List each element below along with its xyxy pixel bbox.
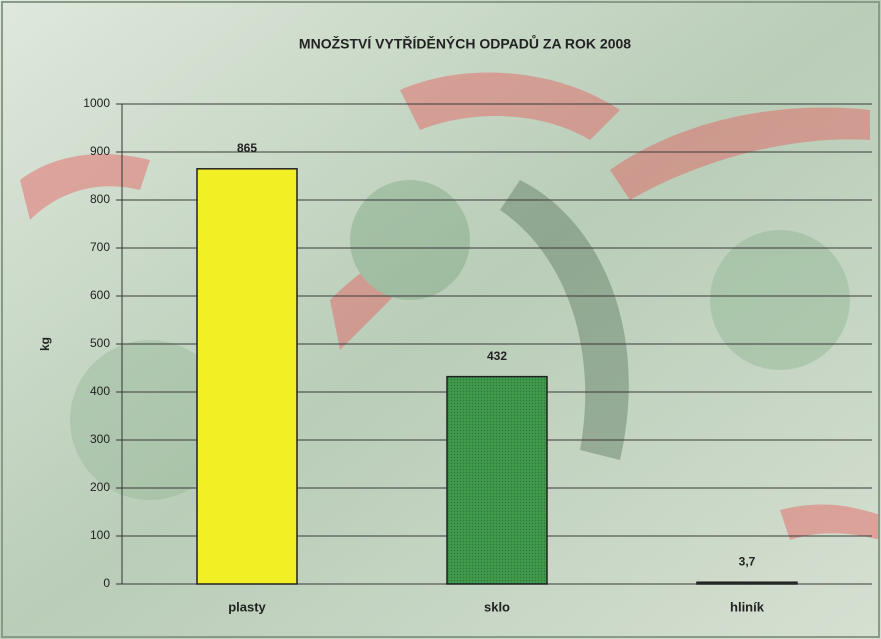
- x-tick-label: sklo: [484, 599, 510, 614]
- data-label: 3,7: [739, 554, 756, 568]
- data-label: 865: [237, 141, 257, 155]
- y-axis-label: kg: [38, 337, 52, 351]
- x-tick-label: hliník: [730, 599, 765, 614]
- x-tick-label: plasty: [228, 599, 266, 614]
- y-tick-label: 500: [90, 336, 110, 350]
- background-decoration: [20, 72, 880, 540]
- y-tick-label: 0: [103, 576, 110, 590]
- bar: [196, 168, 298, 585]
- chart-title: MNOŽSTVÍ VYTŘÍDĚNÝCH ODPADŮ ZA ROK 2008: [299, 34, 631, 52]
- y-tick-label: 600: [90, 288, 110, 302]
- bar: [696, 581, 798, 585]
- y-tick-label: 700: [90, 240, 110, 254]
- y-tick-label: 400: [90, 384, 110, 398]
- bar-texture: [447, 376, 547, 584]
- y-tick-label: 300: [90, 432, 110, 446]
- y-tick-label: 1000: [83, 96, 110, 110]
- data-label: 432: [487, 349, 507, 363]
- y-tick-label: 900: [90, 144, 110, 158]
- y-tick-label: 200: [90, 480, 110, 494]
- y-tick-label: 800: [90, 192, 110, 206]
- y-tick-label: 100: [90, 528, 110, 542]
